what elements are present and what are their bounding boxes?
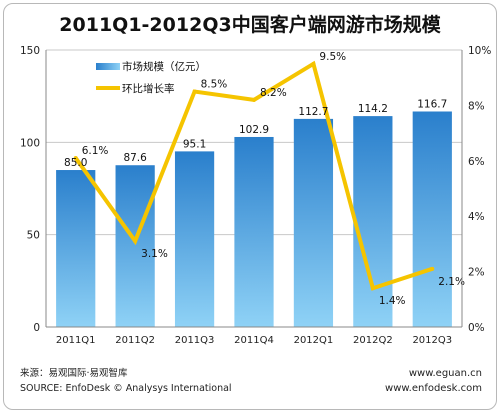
bar-value-label: 87.6	[123, 152, 147, 164]
bar-2011Q4	[234, 136, 274, 327]
growth-point	[252, 97, 256, 102]
y2-tick-label: 0%	[468, 322, 485, 334]
legend-line-label: 环比增长率	[122, 82, 175, 95]
y2-tick-label: 8%	[468, 100, 485, 112]
bar-value-label: 116.7	[417, 98, 447, 110]
growth-value-label: 1.4%	[379, 295, 406, 307]
growth-point	[370, 286, 375, 291]
legend-bar-label: 市场规模（亿元）	[122, 60, 206, 73]
growth-line-series	[73, 60, 435, 291]
growth-point	[192, 89, 197, 94]
bar-2012Q1	[293, 118, 334, 327]
growth-value-label: 8.5%	[201, 79, 228, 91]
growth-point	[133, 239, 138, 244]
website-eguan: www.eguan.cn	[408, 368, 482, 379]
bar-value-label: 112.7	[298, 106, 328, 118]
y2-tick-label: 4%	[468, 211, 485, 223]
bar-2012Q3	[412, 111, 452, 327]
growth-point	[73, 156, 78, 161]
growth-point	[311, 61, 316, 66]
legend-bar-swatch	[96, 63, 120, 70]
y-tick-label: 100	[20, 137, 40, 149]
x-tick-label: 2011Q3	[175, 335, 215, 346]
bar-2011Q1	[56, 170, 96, 327]
growth-value-label: 3.1%	[141, 248, 168, 260]
x-tick-label: 2011Q1	[56, 335, 96, 346]
axes: 0 50 100 150 0% 2% 4% 6% 8% 10% 2011Q1 2011Q2 2011Q3…	[20, 45, 491, 346]
website-enfodesk: www.enfodesk.com	[385, 383, 482, 394]
source-note: 来源：易观国际·易观智库 SOURCE: EnfoDesk © Analysys…	[20, 366, 232, 396]
bar-series	[56, 111, 452, 328]
growth-point	[430, 266, 435, 271]
growth-value-label: 6.1%	[82, 145, 109, 157]
x-tick-label: 2011Q4	[234, 335, 274, 346]
y2-tick-label: 10%	[468, 45, 491, 57]
bar-value-label: 85.0	[64, 157, 87, 169]
x-tick-label: 2012Q1	[294, 335, 334, 346]
y2-tick-label: 2%	[468, 267, 485, 279]
y2-tick-label: 6%	[468, 156, 485, 168]
x-tick-label: 2012Q2	[353, 335, 393, 346]
chart-title: 2011Q1-2012Q3中国客户端网游市场规模	[59, 14, 441, 36]
bar-value-label: 95.1	[183, 138, 206, 150]
data-labels: 85.0 87.6 95.1 102.9 112.7 114.2 116.7 6.1% 3.1%…	[64, 51, 465, 307]
source-en: SOURCE: EnfoDesk © Analysys Internationa…	[20, 383, 232, 394]
x-tick-label: 2012Q3	[412, 335, 452, 346]
bar-2011Q2	[115, 165, 155, 327]
growth-value-label: 9.5%	[319, 51, 346, 63]
websites: www.eguan.cn www.enfodesk.com	[385, 366, 482, 396]
bar-2012Q2	[353, 116, 393, 328]
bar-2011Q3	[174, 151, 215, 327]
y-tick-label: 50	[27, 230, 40, 242]
y-tick-label: 150	[20, 45, 40, 57]
growth-value-label: 8.2%	[260, 87, 287, 99]
bar-value-label: 114.2	[358, 103, 388, 115]
growth-value-label: 2.1%	[438, 276, 465, 288]
x-tick-label: 2011Q2	[115, 335, 155, 346]
bar-value-label: 102.9	[239, 124, 269, 136]
source-cn: 来源：易观国际·易观智库	[20, 368, 128, 379]
y-tick-label: 0	[33, 322, 40, 334]
legend: 市场规模（亿元） 环比增长率	[96, 60, 206, 95]
